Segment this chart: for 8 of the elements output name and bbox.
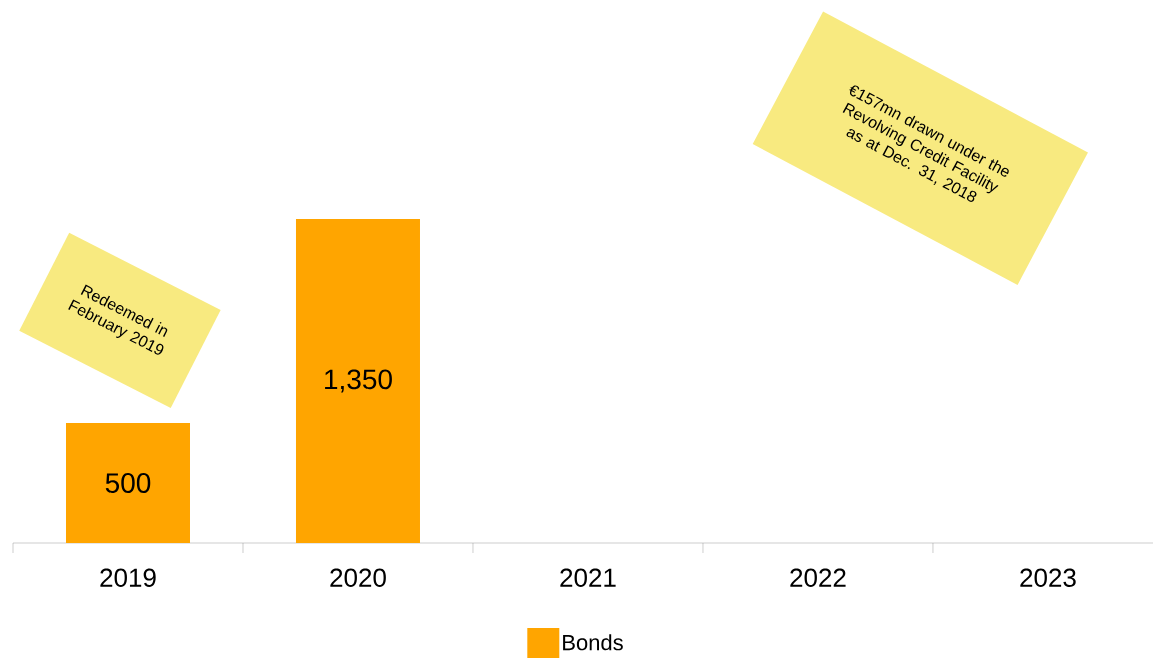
legend-label: Bonds: [563, 634, 623, 651]
x-tick-label: 2021: [560, 568, 616, 587]
data-label: 500: [105, 473, 151, 493]
data-label: 1,350: [325, 369, 392, 393]
x-tick-label: 2020: [330, 568, 386, 587]
x-tick-label: 2023: [1020, 568, 1076, 587]
x-tick-label: 2022: [790, 568, 846, 587]
x-tick-label: 2019: [100, 568, 156, 587]
